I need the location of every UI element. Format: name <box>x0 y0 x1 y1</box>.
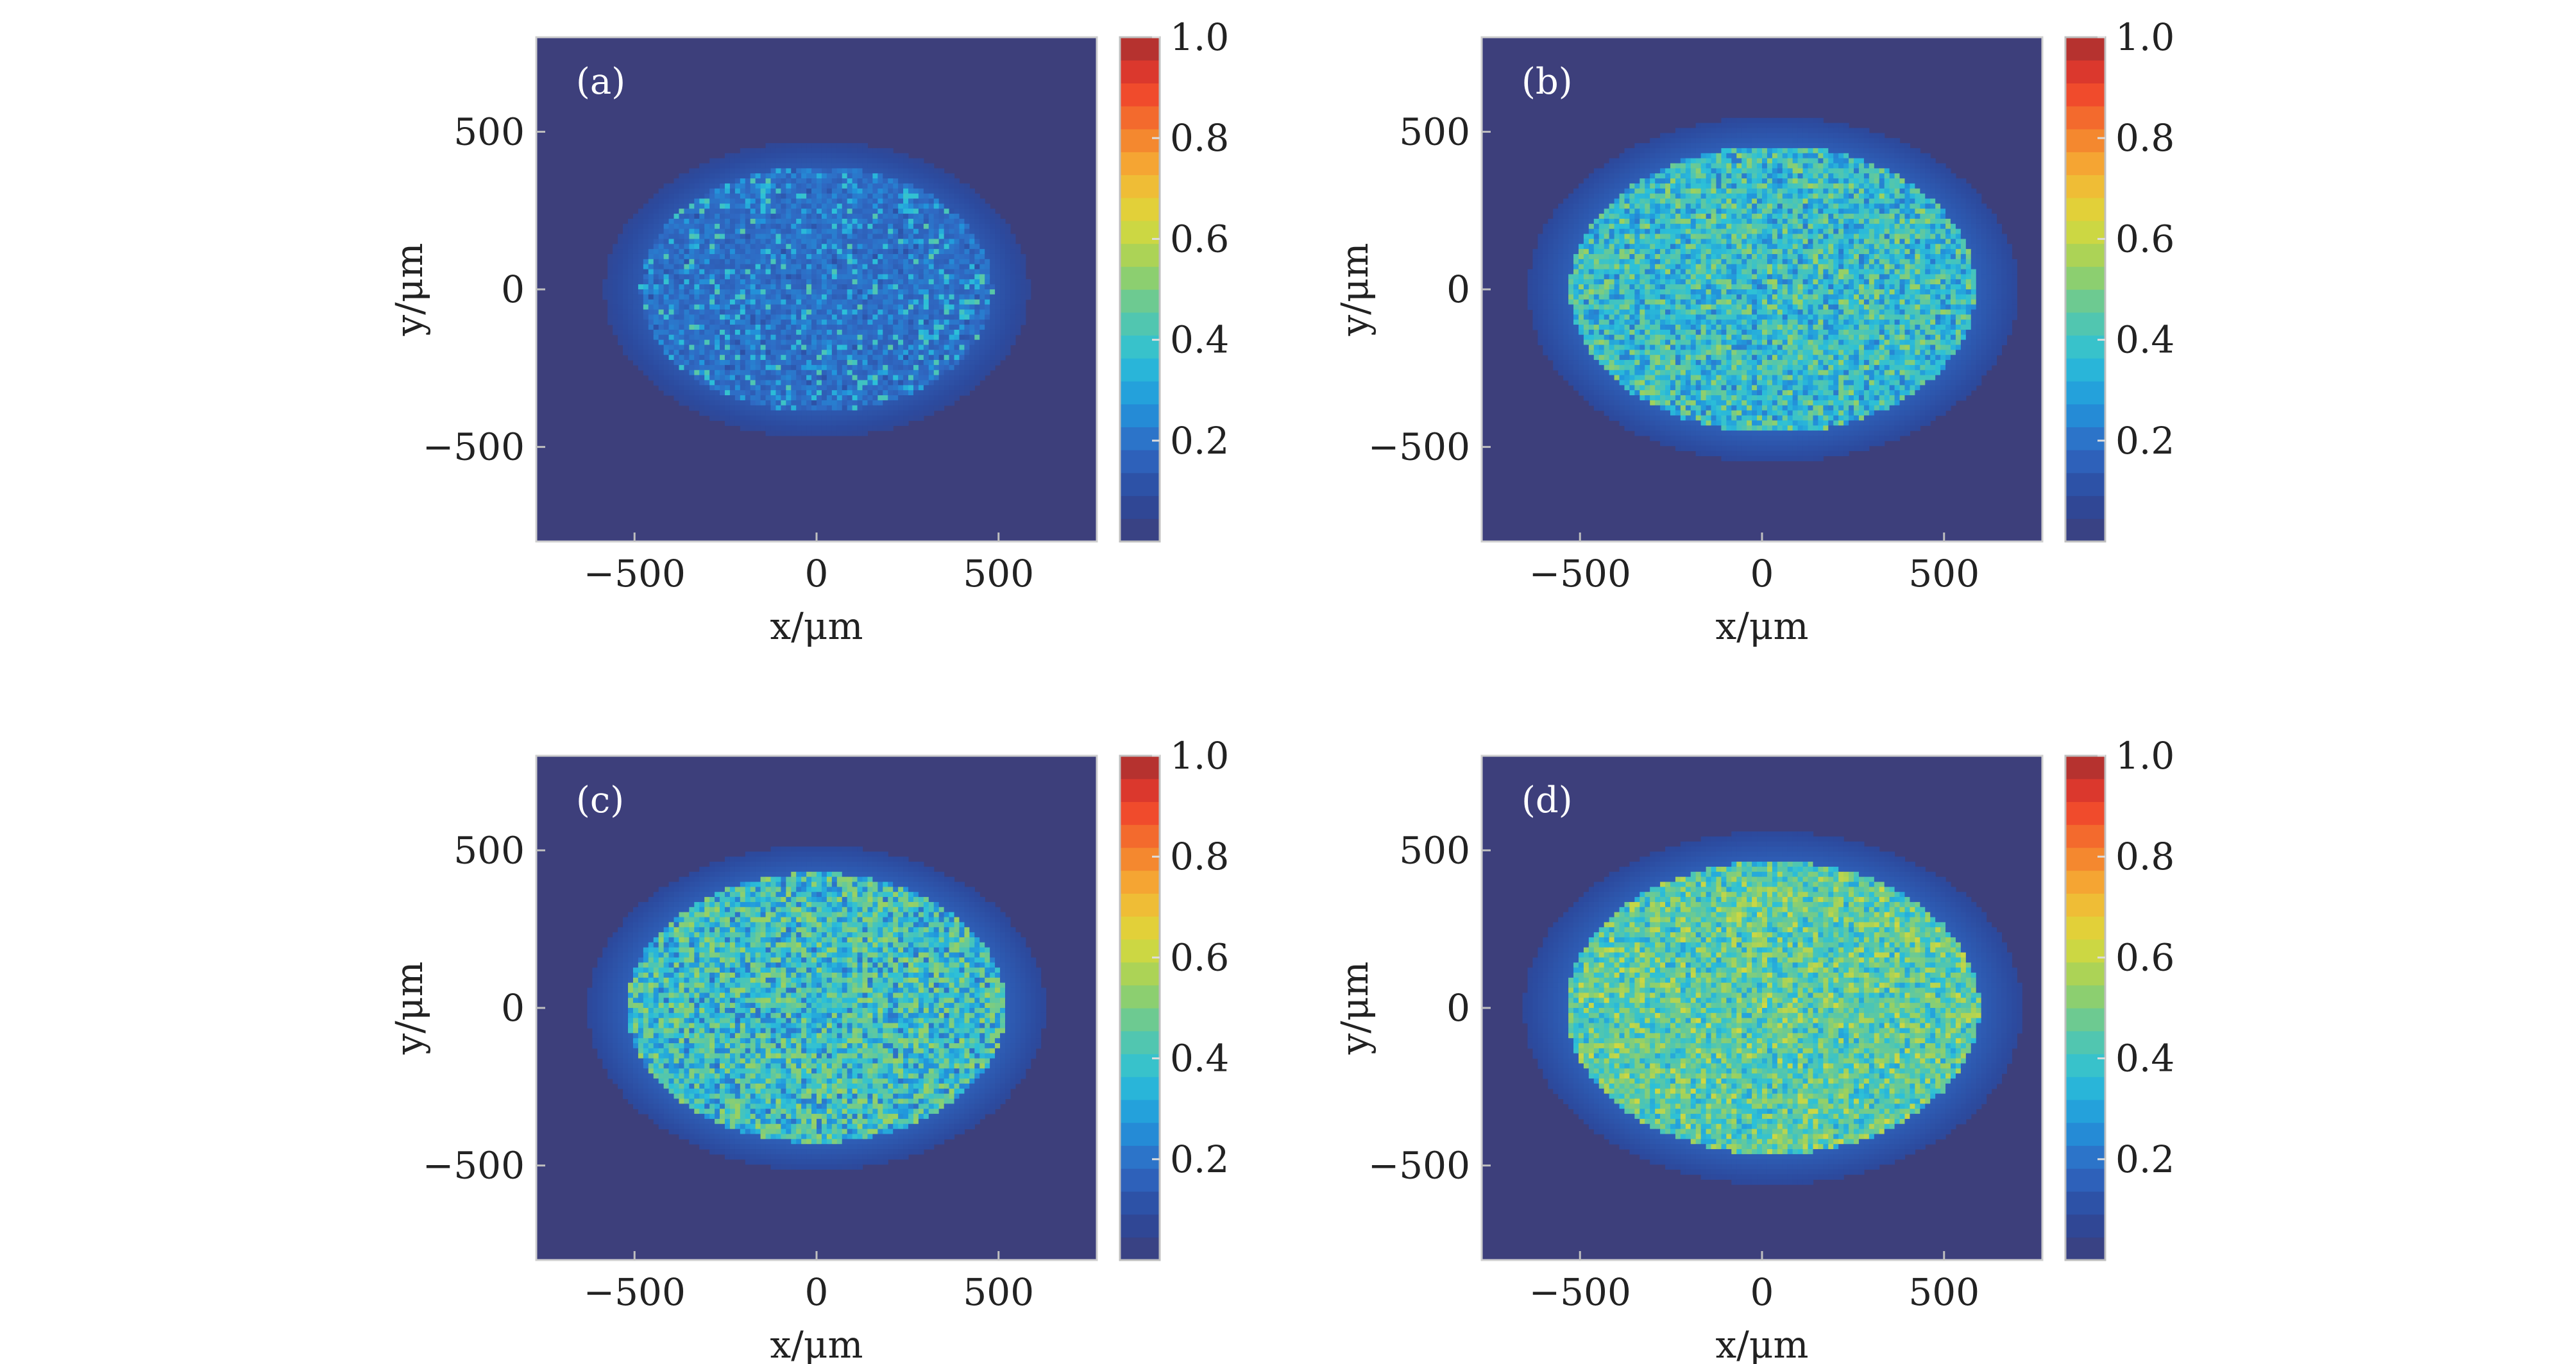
colorbar-tick-label: 0.6 <box>2115 217 2174 260</box>
colorbar-tick-label: 0.2 <box>1170 419 1229 463</box>
colorbar-tick-label: 0.6 <box>2115 935 2174 979</box>
colorbar: 1.0 0.8 0.6 0.4 0.2 <box>1120 15 1229 542</box>
colorbar-tick-label: 0.2 <box>1170 1138 1229 1181</box>
y-axis-label: y/μm <box>387 243 431 337</box>
x-axis-label: x/μm <box>1716 604 1809 648</box>
panel-d: (d) −500 0 500 500 0 −500 x/μm y/μm 1.0 0.8 0.6 0.4 0… <box>1333 734 2174 1364</box>
colorbar-tick-label: 0.4 <box>1170 318 1229 362</box>
colorbar: 1.0 0.8 0.6 0.4 0.2 <box>2065 734 2174 1261</box>
panel-b: (b) −500 0 500 500 0 −500 x/μm y/μm 1.0 0.8 0.6 0.4 0… <box>1333 15 2174 648</box>
y-axis-label: y/μm <box>1333 962 1377 1055</box>
heatmap-cells <box>1523 831 2022 1185</box>
panel-label: (b) <box>1521 61 1573 103</box>
x-tick-label: 500 <box>963 552 1034 595</box>
colorbar-tick-label: 0.6 <box>1170 935 1229 979</box>
x-tick-label: 500 <box>963 1270 1034 1314</box>
y-tick-label: 0 <box>1446 268 1470 311</box>
y-tick-label: 500 <box>1399 110 1470 153</box>
y-tick-label: 0 <box>501 986 525 1030</box>
y-tick-label: 500 <box>453 828 525 872</box>
y-axis-label: y/μm <box>387 962 431 1055</box>
panel-label: (c) <box>576 780 624 821</box>
colorbar: 1.0 0.8 0.6 0.4 0.2 <box>2065 15 2174 542</box>
x-tick-label: 0 <box>1750 552 1774 595</box>
panel-a: (a) −500 0 500 500 0 −500 x/μm y/μm 1.0 0.8 0.6 0.4 0… <box>387 15 1229 648</box>
x-tick-label: 500 <box>1908 552 1979 595</box>
panel-label: (d) <box>1521 780 1573 821</box>
panel-c: (c) −500 0 500 500 0 −500 x/μm y/μm 1.0 0.8 0.6 0.4 0… <box>387 734 1229 1364</box>
colorbar-tick-label: 0.2 <box>2115 419 2174 463</box>
colorbar-tick-label: 0.4 <box>2115 318 2174 362</box>
y-tick-label: −500 <box>1368 1144 1470 1188</box>
x-tick-label: 500 <box>1908 1270 1979 1314</box>
y-tick-label: 500 <box>453 110 525 153</box>
y-tick-label: 500 <box>1399 828 1470 872</box>
y-tick-label: −500 <box>423 1144 525 1188</box>
heatmap-cells <box>587 846 1046 1170</box>
colorbar-tick-label: 0.4 <box>2115 1037 2174 1080</box>
x-axis-label: x/μm <box>770 604 863 648</box>
panel-label: (a) <box>576 61 625 103</box>
figure: (a) −500 0 500 500 0 −500 x/μm y/μm 1.0 0.8 0.6 0.4 0… <box>0 0 2576 1364</box>
x-tick-label: 0 <box>805 1270 829 1314</box>
y-tick-label: −500 <box>423 425 525 469</box>
x-axis-label: x/μm <box>1716 1323 1809 1364</box>
y-tick-label: 0 <box>501 268 525 311</box>
colorbar-tick-label: 0.2 <box>2115 1138 2174 1181</box>
colorbar-tick-label: 0.8 <box>2115 116 2174 160</box>
colorbar-tick-label: 1.0 <box>2115 734 2174 778</box>
colorbar-tick-label: 0.8 <box>2115 835 2174 878</box>
colorbar-tick-label: 0.8 <box>1170 835 1229 878</box>
colorbar-tick-label: 0.8 <box>1170 116 1229 160</box>
colorbar-tick-label: 0.6 <box>1170 217 1229 260</box>
x-tick-label: −500 <box>1529 552 1631 595</box>
x-tick-label: −500 <box>584 552 686 595</box>
colorbar-tick-label: 0.4 <box>1170 1037 1229 1080</box>
y-axis-label: y/μm <box>1333 243 1377 337</box>
colorbar-tick-label: 1.0 <box>1170 15 1229 59</box>
x-tick-label: 0 <box>805 552 829 595</box>
x-axis-label: x/μm <box>770 1323 863 1364</box>
heatmap-cells <box>1528 118 2017 461</box>
x-tick-label: −500 <box>584 1270 686 1314</box>
y-tick-label: 0 <box>1446 986 1470 1030</box>
colorbar-tick-label: 1.0 <box>1170 734 1229 778</box>
y-tick-label: −500 <box>1368 425 1470 469</box>
heatmap-cells <box>602 143 1031 436</box>
x-tick-label: −500 <box>1529 1270 1631 1314</box>
x-tick-label: 0 <box>1750 1270 1774 1314</box>
colorbar: 1.0 0.8 0.6 0.4 0.2 <box>1120 734 1229 1261</box>
colorbar-tick-label: 1.0 <box>2115 15 2174 59</box>
